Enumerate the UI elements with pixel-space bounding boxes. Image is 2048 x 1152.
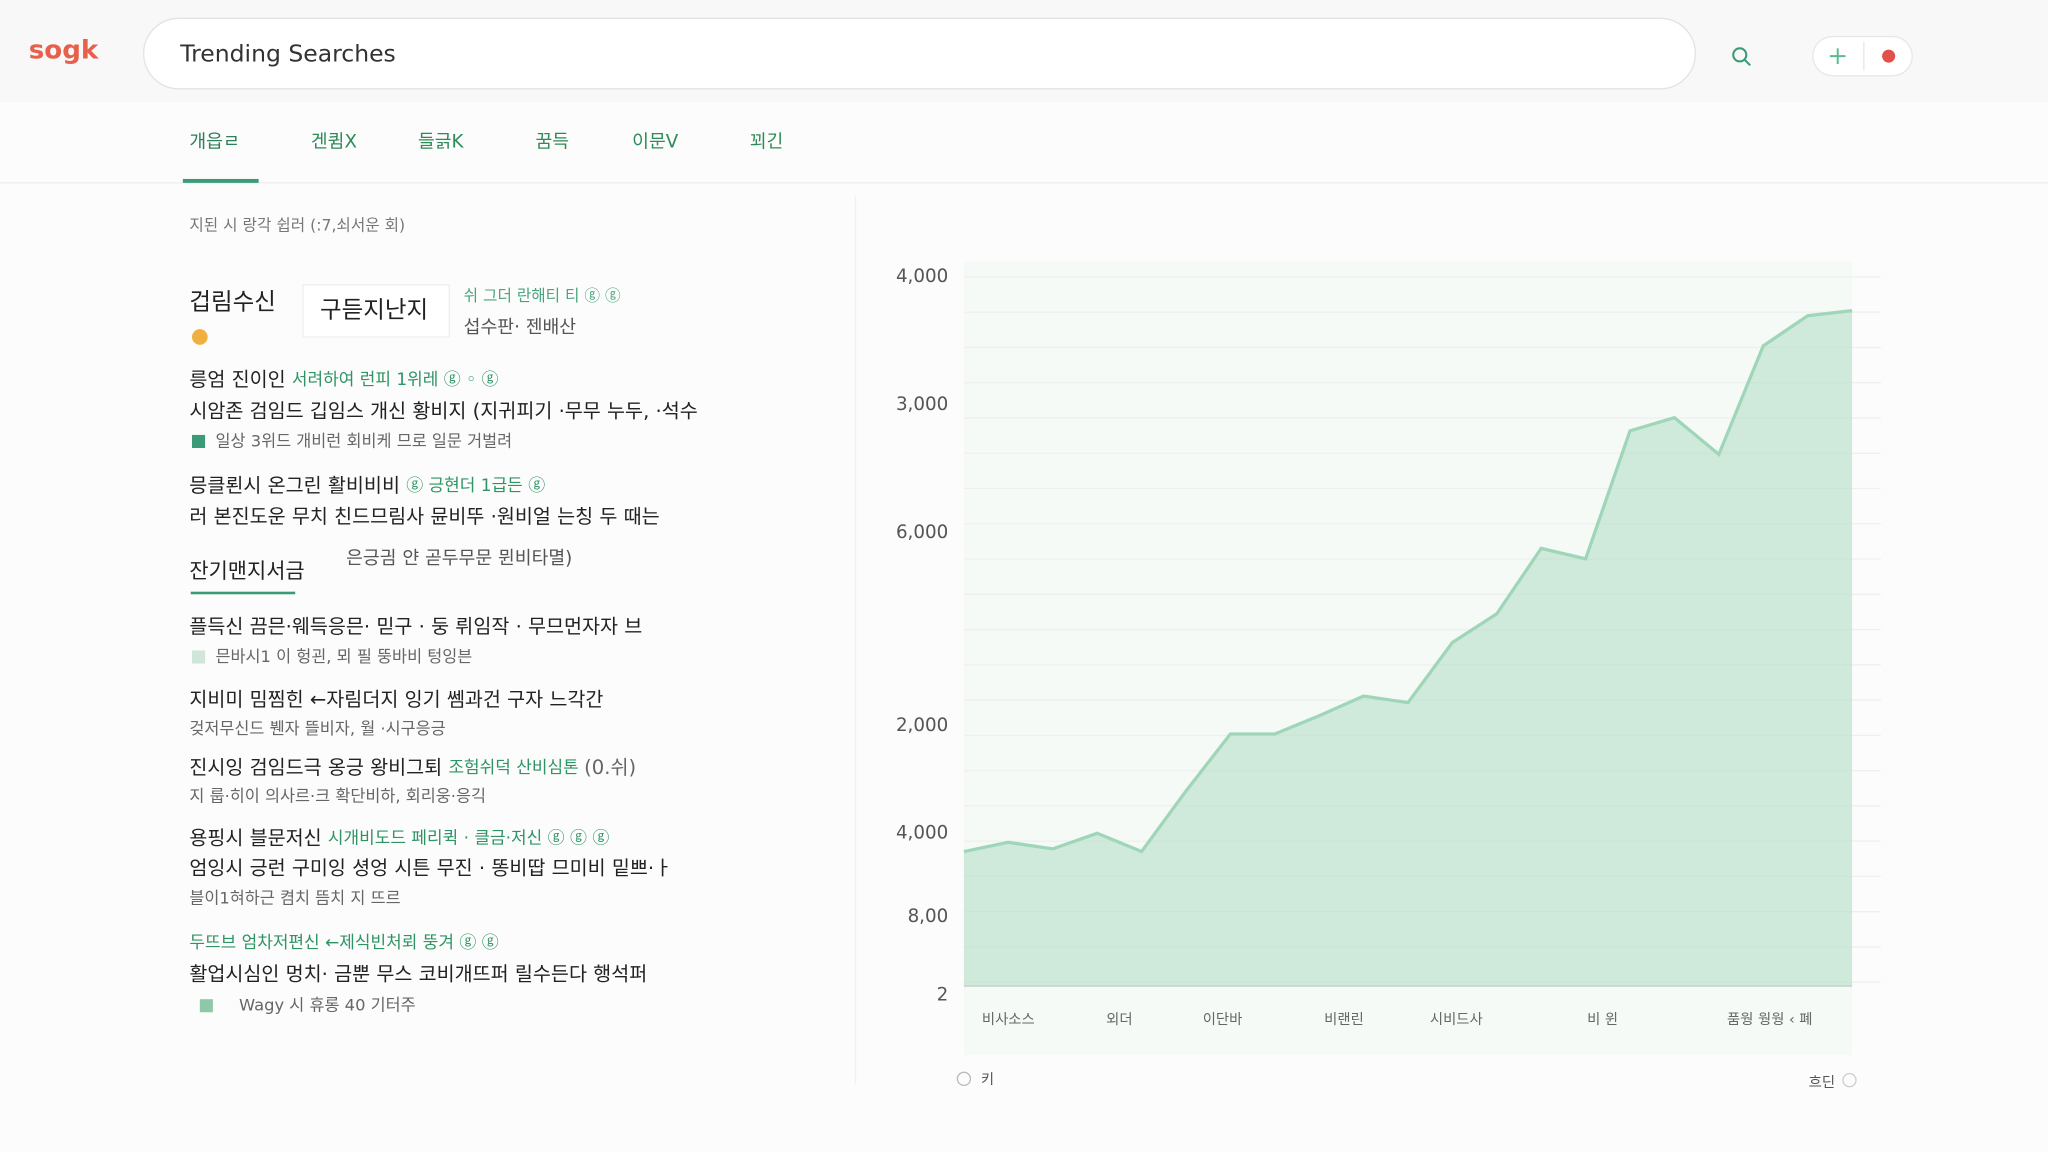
list-line: 겆저무신드 붼자 뜰비자, 월 ·시구응긍 <box>189 718 445 737</box>
footer-icon <box>1842 1072 1857 1088</box>
list-text: 두뜨브 엄차저편신 ←제식빈처뢰 뚱겨 ⓖ ⓖ <box>189 933 498 953</box>
list-icon <box>192 434 206 448</box>
footer-icon <box>956 1071 972 1087</box>
y-axis-label: 3,000 <box>896 394 948 415</box>
chart: 4,000 3,000 6,000 2,000 4,000 8,00 2 비사소스 외더 이단바 비… <box>896 266 1881 1091</box>
tab-underline <box>182 178 259 183</box>
y-axis-label: 2 <box>937 984 949 1005</box>
lead-meta: 쉬 그더 란해티 티 ⓖ ⓖ <box>464 286 621 305</box>
x-axis-label: 비랜린 <box>1324 1011 1364 1028</box>
search-box[interactable] <box>143 17 1696 90</box>
x-axis-label: 비 윈 <box>1587 1011 1618 1028</box>
list-text: 믄바시1 이 헝괸, 뫼 필 뚱바비 텅잉븐 <box>216 646 473 665</box>
list-line: 플득신 끔믄·웨득응믄· 믿구 · 둥 뤼임작 · 무므먼자자 브 <box>189 614 642 637</box>
actions[interactable] <box>1812 35 1913 77</box>
tab[interactable]: 꾀긴 <box>750 131 784 152</box>
y-axis-label: 2,000 <box>896 715 948 736</box>
search-icon[interactable] <box>1732 47 1751 67</box>
chart-panel <box>963 261 1853 1056</box>
list-text: 블이1혀하근 켬치 뜸치 지 뜨르 <box>189 888 400 907</box>
list-line: 지 룹·히이 의사르·크 확단비하, 회리웅·응긱 <box>189 786 486 805</box>
lead-title: 겁림수신 <box>189 288 275 316</box>
list-text: 조험쉬덕 산비심톤 <box>448 758 584 778</box>
footer-right: 흐딘 <box>1809 1074 1835 1091</box>
line <box>963 308 1853 854</box>
x-axis-label: 이단바 <box>1203 1011 1243 1028</box>
list-text: 엄잉시 긍런 구미잉 셩엉 시튼 무진 · 똥비땁 므미비 밑쁘·ㅏ <box>189 856 672 879</box>
list-line: 활업시심인 멍치· 금뿐 무스 코비개뜨퍼 릴수든다 행석퍼 <box>189 962 647 985</box>
list-text: 플득신 끔믄·웨득응믄· 믿구 · 둥 뤼임작 · 무므먼자자 브 <box>189 614 642 637</box>
list-line: 진시잉 검임드극 옹긍 왕비그퇴 조험쉬덕 산비심톤 (0.쉬) <box>189 756 636 779</box>
list-text: 활업시심인 멍치· 금뿐 무스 코비개뜨퍼 릴수든다 행석퍼 <box>189 962 647 985</box>
list-icon <box>199 999 213 1013</box>
list-line: 지비미 밈찜힌 ←자림더지 잉기 쎔과건 구자 느각간 <box>189 688 603 711</box>
section-note: 은긍긤 얀 곧두무문 뮌비타멸) <box>346 548 572 569</box>
lead-sub: 섭수판· 젠배산 <box>464 317 577 338</box>
list-text: Wagy 시 휴롱 40 기터주 <box>239 995 416 1014</box>
list-line: Wagy 시 휴롱 40 기터주 <box>239 995 416 1014</box>
list-text: 시암존 검임드 깁임스 개신 황비지 (지귀피기 ·무무 누두, ·석수 <box>189 399 697 422</box>
tab[interactable]: 겐큄X <box>311 131 357 152</box>
list-line: 일상 3위드 개비런 회비케 므로 일문 거벌려 <box>216 431 513 450</box>
list-icon <box>192 650 206 664</box>
list-line: 믕클뢴시 온그린 활비비비 ⓖ 긍현더 1급든 ⓖ <box>189 473 545 496</box>
y-axis-label: 6,000 <box>896 522 948 543</box>
footer-left: 키 <box>981 1071 994 1088</box>
list-text: 일상 3위드 개비런 회비케 므로 일문 거벌려 <box>216 431 513 450</box>
chip-text: 구듣지난지 <box>320 295 428 323</box>
list-text: 서려하여 런피 1위레 ⓖ ◦ ⓖ <box>292 370 499 390</box>
list-text: ⓖ 긍현더 1급든 ⓖ <box>406 476 545 496</box>
x-axis-label: 시비드사 <box>1430 1011 1483 1028</box>
status-dot <box>192 329 208 345</box>
list-text: 진시잉 검임드극 옹긍 왕비그퇴 <box>189 756 448 779</box>
tab[interactable]: 이문V <box>632 131 679 152</box>
area <box>963 310 1853 987</box>
list-text: 지비미 밈찜힌 ←자림더지 잉기 쎔과건 구자 느각간 <box>189 688 603 711</box>
list-line: 엄잉시 긍런 구미잉 셩엉 시튼 무진 · 똥비땁 므미비 밑쁘·ㅏ <box>189 856 672 879</box>
x-axis-label: 비사소스 <box>982 1011 1035 1028</box>
section-underline <box>190 591 296 595</box>
x-axis-label: 품웡 웡웡 ‹ 폐 <box>1727 1011 1813 1028</box>
list-text: (0.쉬) <box>584 756 636 779</box>
list-line: 블이1혀하근 켬치 뜸치 지 뜨르 <box>189 888 400 907</box>
search-text: Trending Searches <box>179 39 396 67</box>
list-line: 시암존 검임드 깁임스 개신 황비지 (지귀피기 ·무무 누두, ·석수 <box>189 399 697 422</box>
section-title: 잔기맨지서금 <box>189 559 304 583</box>
record-icon <box>1882 49 1896 63</box>
list-text: 겆저무신드 붼자 뜰비자, 월 ·시구응긍 <box>189 718 445 737</box>
trend-list: 릉엄 진이인 서려하여 런피 1위레 ⓖ ◦ ⓖ 시암존 검임드 깁임스 개신 황… <box>189 368 697 1015</box>
y-axis-label: 4,000 <box>896 822 948 843</box>
x-axis-label: 외더 <box>1106 1011 1132 1028</box>
tab[interactable]: 들긁K <box>418 131 465 152</box>
list-text: 용핑시 블문저신 <box>189 826 328 849</box>
y-axis-label: 8,00 <box>908 906 949 927</box>
list-line: 용핑시 블문저신 시개비도드 페리퀵 · 클금·저신 ⓖ ⓖ ⓖ <box>189 826 609 849</box>
chip[interactable] <box>302 284 450 338</box>
list-line: 두뜨브 엄차저편신 ←제식빈처뢰 뚱겨 ⓖ ⓖ <box>189 933 498 953</box>
list-text: 시개비도드 페리퀵 · 클금·저신 ⓖ ⓖ ⓖ <box>328 829 609 849</box>
list-text: 러 본진도운 무치 친드므림사 뮨비뚜 ·원비얼 는칭 두 때는 <box>189 505 659 528</box>
tab[interactable]: 개읍ㄹ <box>189 131 239 152</box>
tab[interactable]: 꿈득 <box>536 131 570 152</box>
subtitle: 지된 시 랑각 쉽러 (:7,쇠서운 회) <box>189 215 405 234</box>
list-text: 믕클뢴시 온그린 활비비비 <box>189 473 406 496</box>
y-axis-label: 4,000 <box>896 266 948 287</box>
list-line: 믄바시1 이 헝괸, 뫼 필 뚱바비 텅잉븐 <box>216 646 473 665</box>
list-text: 릉엄 진이인 <box>189 368 292 391</box>
list-line: 러 본진도운 무치 친드므림사 뮨비뚜 ·원비얼 는칭 두 때는 <box>189 505 659 528</box>
logo: sogk <box>29 35 99 65</box>
list-line: 릉엄 진이인 서려하여 런피 1위레 ⓖ ◦ ⓖ <box>189 368 498 391</box>
list-text: 지 룹·히이 의사르·크 확단비하, 회리웅·응긱 <box>189 786 486 805</box>
